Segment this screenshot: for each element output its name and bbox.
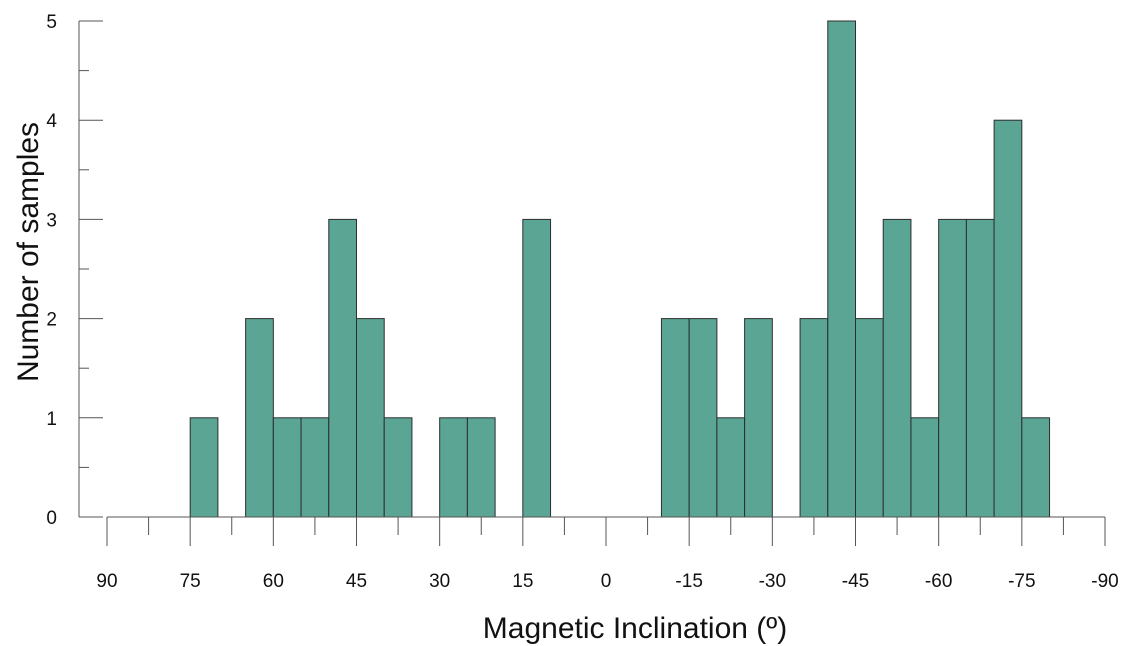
histogram-bar <box>328 218 357 518</box>
x-tick-label: -30 <box>759 571 786 592</box>
histogram-bar <box>189 417 219 518</box>
y-tick-label: 0 <box>46 508 57 529</box>
histogram-bar <box>1021 417 1051 518</box>
y-tick-label: 2 <box>46 310 57 331</box>
histogram-bar <box>245 318 274 518</box>
y-axis: 0 1 2 3 4 5 <box>46 12 103 529</box>
x-tick-label: 30 <box>429 571 450 592</box>
x-tick-label: -15 <box>675 571 702 592</box>
x-tick-label: 75 <box>180 571 201 592</box>
histogram-bar <box>356 318 385 518</box>
x-tick-label: -75 <box>1008 571 1035 592</box>
histogram-bar <box>744 318 773 518</box>
histogram-bar <box>965 218 995 518</box>
histogram-bar <box>272 417 302 518</box>
histogram-bar <box>300 417 330 518</box>
x-tick-label: -45 <box>842 571 869 592</box>
y-tick-label: 3 <box>46 210 57 231</box>
histogram-bar <box>993 119 1023 518</box>
histogram-bar <box>716 417 746 518</box>
histogram-bar <box>688 318 718 518</box>
x-tick-label: -90 <box>1091 571 1118 592</box>
x-tick-label: 0 <box>601 571 612 592</box>
y-axis-title: Number of samples <box>12 122 45 382</box>
y-tick-label: 4 <box>46 111 57 132</box>
histogram-bar <box>882 218 912 518</box>
x-axis: 90 75 60 45 30 15 0 -15 -30 -45 -60 -75 -90 <box>96 516 1119 592</box>
x-tick-label: 60 <box>263 571 284 592</box>
x-tick-label: 15 <box>512 571 533 592</box>
y-tick-label: 5 <box>46 12 57 33</box>
histogram-bar <box>522 218 552 518</box>
x-tick-label: -60 <box>925 571 952 592</box>
histogram-bar <box>660 318 690 518</box>
x-tick-label: 45 <box>346 571 367 592</box>
histogram-bar <box>466 417 496 518</box>
histogram-bar <box>938 218 967 518</box>
histogram-bar <box>439 417 468 518</box>
y-tick-label: 1 <box>46 409 57 430</box>
histogram-bar <box>383 417 413 518</box>
x-tick-label: 90 <box>96 571 117 592</box>
histogram-bars <box>189 20 1051 518</box>
histogram-bar <box>910 417 940 518</box>
histogram-bar <box>799 318 829 518</box>
histogram-bar <box>855 318 884 518</box>
histogram-bar <box>827 20 857 518</box>
x-axis-title: Magnetic Inclination (º) <box>483 612 787 645</box>
